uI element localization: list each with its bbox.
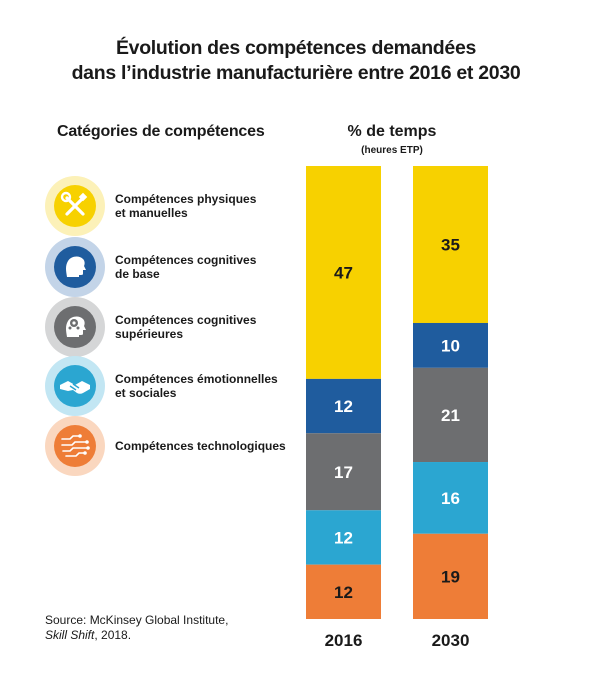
- bar-segment: [413, 322, 488, 368]
- tools-icon: [60, 191, 88, 216]
- legend-label: Compétences cognitives de base: [115, 253, 256, 281]
- x-tick-label: 2030: [432, 631, 470, 650]
- bar-value-label: 17: [334, 463, 353, 482]
- legend-item-physical: Compétences physiques et manuelles: [45, 176, 295, 236]
- circuit-icon: [61, 434, 90, 457]
- handshake-icon: [60, 381, 90, 394]
- value-heading: % de temps: [347, 123, 437, 140]
- legend-label-line-2: supérieures: [115, 327, 184, 341]
- legend-disc: [54, 185, 96, 227]
- bar-segment: [413, 533, 488, 619]
- bar-value-label: 12: [334, 528, 353, 547]
- legend-item-technological: Compétences technologiques: [45, 416, 295, 476]
- source-year: , 2018.: [94, 628, 132, 642]
- legend-disc: [54, 365, 96, 407]
- chart-title: Évolution des compétences demandées dans…: [0, 36, 592, 86]
- legend-item-basic-cognitive: Compétences cognitives de base: [45, 237, 295, 297]
- legend-label-line-2: et sociales: [115, 386, 177, 400]
- bar-segment: [306, 564, 381, 619]
- source-note: Source: McKinsey Global Institute, Skill…: [45, 613, 228, 643]
- legend-disc: [54, 306, 96, 348]
- legend-label: Compétences cognitives supérieures: [115, 313, 256, 341]
- bar-segment: [306, 166, 381, 379]
- bar-segment: [306, 433, 381, 511]
- legend-label-line-1: Compétences technologiques: [115, 439, 286, 453]
- bar-value-label: 10: [441, 336, 460, 355]
- head-profile-icon: [66, 256, 86, 277]
- legend-label-line-2: de base: [115, 267, 160, 281]
- bar-value-label: 21: [441, 406, 460, 425]
- source-line-1: Source: McKinsey Global Institute,: [45, 613, 229, 627]
- legend-item-social: Compétences émotionnelles et sociales: [45, 356, 295, 416]
- bar-segment: [413, 367, 488, 463]
- legend-label-line-1: Compétences cognitives: [115, 253, 257, 267]
- legend-label-line-2: et manuelles: [115, 206, 188, 220]
- chart-title-line-1: Évolution des compétences demandées: [115, 37, 477, 59]
- bar-segment: [306, 378, 381, 434]
- source-publication: Skill Shift: [45, 628, 95, 642]
- legend-item-higher-cognitive: Compétences cognitives supérieures: [45, 297, 295, 357]
- legend-heading: Catégories de compétences: [57, 123, 265, 140]
- bar-value-label: 35: [441, 235, 460, 254]
- legend-disc: [54, 425, 96, 467]
- bar-value-label: 19: [441, 567, 460, 586]
- legend-label: Compétences physiques et manuelles: [115, 192, 256, 220]
- legend-label-line-1: Compétences émotionnelles: [115, 372, 278, 386]
- bar-segment: [413, 166, 488, 323]
- legend-disc: [54, 246, 96, 288]
- bar-value-label: 12: [334, 583, 353, 602]
- bar-value-label: 16: [441, 489, 460, 508]
- legend-label: Compétences technologiques: [115, 439, 286, 453]
- bar-segment: [306, 510, 381, 565]
- bar-value-label: 12: [334, 397, 353, 416]
- brain-head-icon: [66, 316, 86, 337]
- bar-segment: [413, 462, 488, 534]
- legend-label-line-1: Compétences physiques: [115, 192, 257, 206]
- bar-value-label: 47: [334, 263, 353, 282]
- value-subheading: (heures ETP): [361, 145, 423, 156]
- legend-label-line-1: Compétences cognitives: [115, 313, 257, 327]
- chart-title-line-2: dans l’industrie manufacturière entre 20…: [71, 62, 521, 84]
- x-tick-label: 2016: [325, 631, 363, 650]
- legend-label: Compétences émotionnelles et sociales: [115, 372, 278, 400]
